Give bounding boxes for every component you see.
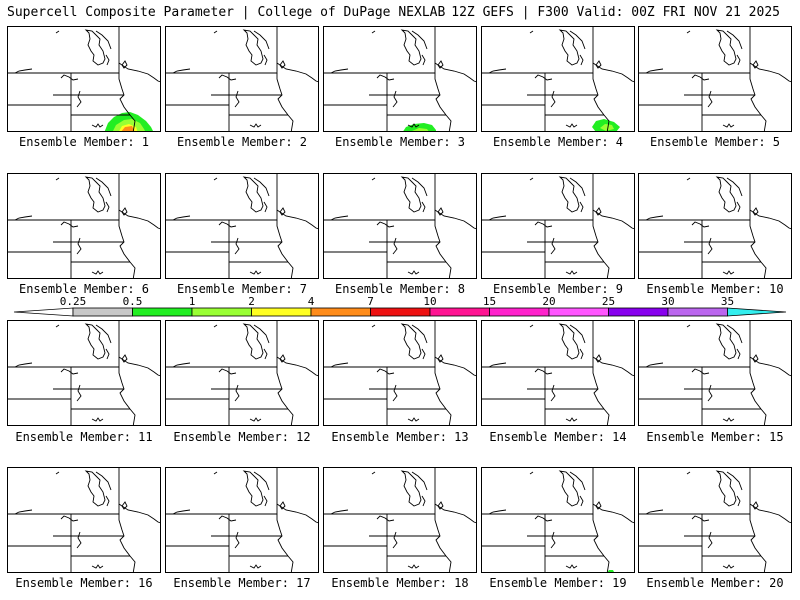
scp-panel-map xyxy=(482,27,634,131)
map-panel xyxy=(323,173,477,279)
header-run-info: 12Z GEFS | F300 Valid: 00Z FRI NOV 21 20… xyxy=(451,5,780,20)
scp-panel-map xyxy=(482,174,634,278)
scp-panel-map xyxy=(166,27,318,131)
colorbar-tick-label: 10 xyxy=(423,295,436,308)
scp-panel-map xyxy=(166,468,318,572)
map-panel xyxy=(165,467,319,573)
scp-panel-map xyxy=(8,27,160,131)
map-panel xyxy=(323,320,477,426)
scp-panel-map xyxy=(324,468,476,572)
colorbar-tick-label: 20 xyxy=(542,295,555,308)
colorbar-segment xyxy=(727,307,787,317)
colorbar-tick-label: 25 xyxy=(602,295,615,308)
colorbar-segment xyxy=(72,307,133,317)
member-caption: Ensemble Member: 19 xyxy=(489,576,627,590)
member-caption: Ensemble Member: 15 xyxy=(646,430,784,444)
scp-panel-map xyxy=(639,27,791,131)
map-panel xyxy=(481,320,635,426)
member-caption: Ensemble Member: 20 xyxy=(646,576,784,590)
map-panel xyxy=(481,467,635,573)
map-panel xyxy=(323,26,477,132)
colorbar-segment xyxy=(13,307,74,317)
member-caption: Ensemble Member: 9 xyxy=(492,282,624,296)
scp-panel-map xyxy=(324,174,476,278)
map-panel xyxy=(638,173,792,279)
scp-panel-map xyxy=(324,27,476,131)
map-panel xyxy=(481,173,635,279)
colorbar-segment xyxy=(132,307,193,317)
map-panel xyxy=(638,320,792,426)
colorbar-segment xyxy=(429,307,490,317)
map-panel xyxy=(165,173,319,279)
member-caption: Ensemble Member: 1 xyxy=(18,135,150,149)
colorbar-segment xyxy=(251,307,312,317)
member-caption: Ensemble Member: 5 xyxy=(649,135,781,149)
member-caption: Ensemble Member: 7 xyxy=(176,282,308,296)
scp-panel-map xyxy=(482,468,634,572)
colorbar-segment xyxy=(489,307,550,317)
map-panel xyxy=(323,467,477,573)
member-caption: Ensemble Member: 17 xyxy=(173,576,311,590)
map-panel xyxy=(638,467,792,573)
colorbar-tick-label: 35 xyxy=(721,295,734,308)
map-panel xyxy=(165,26,319,132)
colorbar-tick-label: 1 xyxy=(189,295,196,308)
map-panel xyxy=(165,320,319,426)
scp-panel-map xyxy=(166,174,318,278)
member-caption: Ensemble Member: 18 xyxy=(331,576,469,590)
colorbar-segment xyxy=(608,307,669,317)
map-panel xyxy=(7,467,161,573)
member-caption: Ensemble Member: 14 xyxy=(489,430,627,444)
map-panel xyxy=(481,26,635,132)
scp-panel-map xyxy=(8,321,160,425)
colorbar-tick-label: 2 xyxy=(248,295,255,308)
map-panel xyxy=(638,26,792,132)
scp-panel-map xyxy=(482,321,634,425)
member-caption: Ensemble Member: 10 xyxy=(646,282,784,296)
map-panel xyxy=(7,320,161,426)
colorbar-tick-label: 4 xyxy=(308,295,315,308)
scp-panel-map xyxy=(166,321,318,425)
map-panel xyxy=(7,26,161,132)
member-caption: Ensemble Member: 3 xyxy=(334,135,466,149)
member-caption: Ensemble Member: 16 xyxy=(15,576,153,590)
member-caption: Ensemble Member: 13 xyxy=(331,430,469,444)
scp-panel-map xyxy=(639,174,791,278)
scp-panel-map xyxy=(639,321,791,425)
header-title: Supercell Composite Parameter | College … xyxy=(7,5,446,20)
colorbar-tick-label: 30 xyxy=(661,295,674,308)
colorbar-tick-label: 0.5 xyxy=(123,295,143,308)
scp-panel-map xyxy=(8,174,160,278)
colorbar-tick-label: 7 xyxy=(367,295,374,308)
member-caption: Ensemble Member: 4 xyxy=(492,135,624,149)
scp-panel-map xyxy=(639,468,791,572)
member-caption: Ensemble Member: 11 xyxy=(15,430,153,444)
colorbar-segment xyxy=(548,307,609,317)
colorbar-segment xyxy=(370,307,431,317)
scp-panel-map xyxy=(8,468,160,572)
member-caption: Ensemble Member: 2 xyxy=(176,135,308,149)
member-caption: Ensemble Member: 8 xyxy=(334,282,466,296)
member-caption: Ensemble Member: 6 xyxy=(18,282,150,296)
scp-panel-map xyxy=(324,321,476,425)
colorbar-segment xyxy=(310,307,371,317)
colorbar-segment xyxy=(667,307,728,317)
colorbar-segment xyxy=(191,307,252,317)
colorbar-tick-label: 0.25 xyxy=(60,295,87,308)
member-caption: Ensemble Member: 12 xyxy=(173,430,311,444)
map-panel xyxy=(7,173,161,279)
colorbar-tick-label: 15 xyxy=(483,295,496,308)
